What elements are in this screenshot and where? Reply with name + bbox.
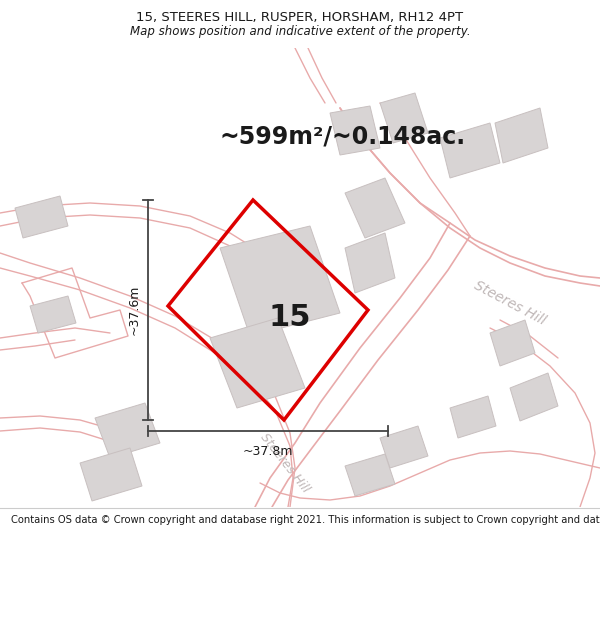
Polygon shape	[495, 108, 548, 163]
Polygon shape	[440, 123, 500, 178]
Polygon shape	[450, 396, 496, 438]
Polygon shape	[380, 426, 428, 468]
Polygon shape	[210, 318, 305, 408]
Polygon shape	[330, 106, 380, 155]
Text: Map shows position and indicative extent of the property.: Map shows position and indicative extent…	[130, 26, 470, 38]
Text: ~37.6m: ~37.6m	[128, 285, 140, 335]
Text: Steeres Hill: Steeres Hill	[472, 278, 548, 328]
Polygon shape	[510, 373, 558, 421]
Text: Steeres Hill: Steeres Hill	[258, 431, 312, 495]
Text: ~37.8m: ~37.8m	[243, 445, 293, 458]
Polygon shape	[15, 196, 68, 238]
Polygon shape	[80, 448, 142, 501]
Polygon shape	[345, 233, 395, 293]
Text: 15: 15	[269, 302, 311, 331]
Polygon shape	[220, 226, 340, 336]
Polygon shape	[345, 454, 395, 496]
Polygon shape	[380, 93, 428, 143]
Polygon shape	[345, 178, 405, 238]
Polygon shape	[490, 320, 535, 366]
Polygon shape	[30, 296, 76, 333]
Text: 15, STEERES HILL, RUSPER, HORSHAM, RH12 4PT: 15, STEERES HILL, RUSPER, HORSHAM, RH12 …	[136, 11, 464, 24]
Polygon shape	[95, 403, 160, 458]
Text: ~599m²/~0.148ac.: ~599m²/~0.148ac.	[220, 124, 466, 148]
Text: Contains OS data © Crown copyright and database right 2021. This information is : Contains OS data © Crown copyright and d…	[11, 515, 600, 525]
